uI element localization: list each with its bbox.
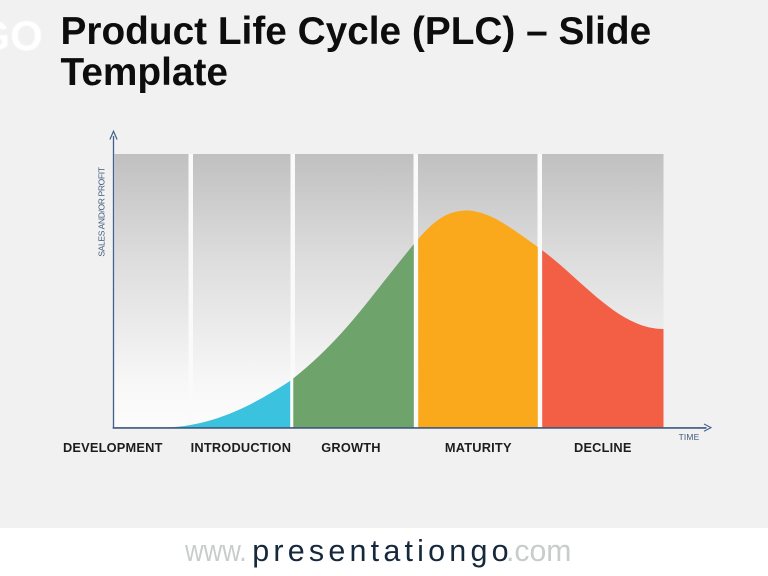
svg-text:TIME: TIME (679, 432, 700, 442)
svg-text:SALES AND/OR PROFIT: SALES AND/OR PROFIT (97, 167, 107, 256)
